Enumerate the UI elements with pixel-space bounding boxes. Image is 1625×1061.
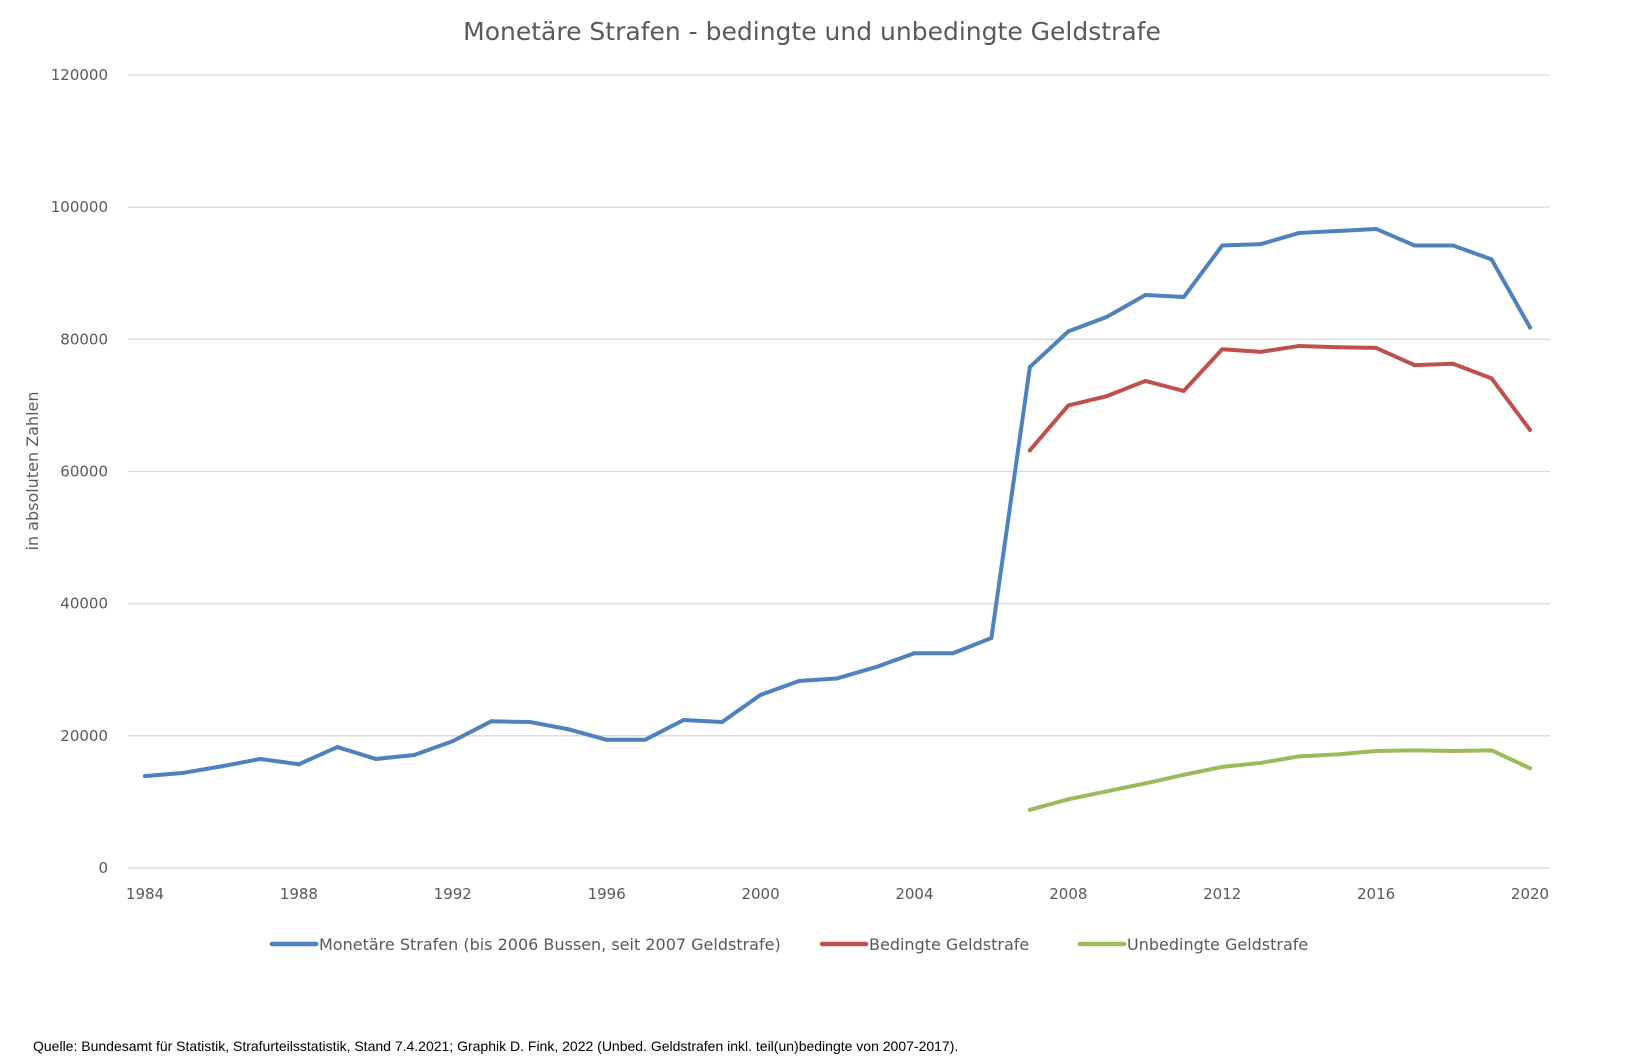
- data-point: [950, 651, 955, 656]
- x-tick-label: 2012: [1203, 885, 1241, 903]
- data-point: [873, 665, 878, 670]
- x-tick-label: 2016: [1357, 885, 1395, 903]
- data-point: [1489, 257, 1494, 262]
- data-point: [758, 692, 763, 697]
- x-tick-label: 1984: [126, 885, 164, 903]
- data-point: [1027, 448, 1032, 453]
- data-point: [835, 676, 840, 681]
- data-point: [643, 737, 648, 742]
- data-point: [181, 770, 186, 775]
- series-line-0: [143, 226, 1532, 779]
- data-point: [1143, 378, 1148, 383]
- x-tick-label: 2008: [1049, 885, 1087, 903]
- data-point: [1451, 749, 1456, 754]
- data-point: [296, 762, 301, 767]
- data-point: [797, 678, 802, 683]
- data-point: [1258, 242, 1263, 247]
- data-point: [1412, 363, 1417, 368]
- data-point: [373, 756, 378, 761]
- y-tick-label: 120000: [51, 66, 108, 84]
- data-point: [1143, 293, 1148, 298]
- data-point: [219, 764, 224, 769]
- data-point: [1104, 394, 1109, 399]
- data-point: [1335, 228, 1340, 233]
- y-tick-label: 20000: [60, 727, 108, 745]
- data-point: [1412, 243, 1417, 248]
- data-point: [412, 752, 417, 757]
- y-tick-label: 100000: [51, 198, 108, 216]
- data-point: [989, 636, 994, 641]
- data-point: [1027, 807, 1032, 812]
- legend-label: Unbedingte Geldstrafe: [1127, 935, 1308, 954]
- y-tick-label: 80000: [60, 330, 108, 348]
- data-point: [1297, 343, 1302, 348]
- legend-label: Monetäre Strafen (bis 2006 Bussen, seit …: [319, 935, 781, 954]
- data-point: [1489, 376, 1494, 381]
- data-point: [1027, 365, 1032, 370]
- data-point: [1412, 748, 1417, 753]
- data-point: [604, 737, 609, 742]
- y-axis-label: in absoluten Zahlen: [23, 391, 42, 550]
- data-point: [720, 719, 725, 724]
- y-tick-label: 0: [98, 859, 108, 877]
- data-point: [1143, 781, 1148, 786]
- data-point: [1451, 361, 1456, 366]
- data-point: [1489, 748, 1494, 753]
- data-point: [1258, 349, 1263, 354]
- data-point: [1258, 760, 1263, 765]
- data-point: [1451, 243, 1456, 248]
- data-point: [1220, 764, 1225, 769]
- x-tick-label: 1996: [588, 885, 626, 903]
- data-point: [1528, 427, 1532, 432]
- data-point: [1374, 345, 1379, 350]
- data-point: [1297, 754, 1302, 759]
- legend-label: Bedingte Geldstrafe: [869, 935, 1029, 954]
- data-point: [1528, 766, 1532, 771]
- x-tick-label: 2004: [895, 885, 933, 903]
- data-point: [1181, 772, 1186, 777]
- data-point: [566, 727, 571, 732]
- series-line-1: [1027, 343, 1532, 453]
- data-point: [1066, 329, 1071, 334]
- data-point: [1220, 347, 1225, 352]
- data-point: [912, 651, 917, 656]
- x-tick-label: 2000: [741, 885, 779, 903]
- data-point: [1066, 403, 1071, 408]
- data-point: [1104, 314, 1109, 319]
- x-tick-label: 2020: [1511, 885, 1549, 903]
- y-tick-label: 60000: [60, 463, 108, 481]
- data-point: [335, 745, 340, 750]
- data-point: [1297, 230, 1302, 235]
- data-point: [1181, 295, 1186, 300]
- data-point: [1181, 388, 1186, 393]
- x-tick-label: 1992: [434, 885, 472, 903]
- data-point: [1335, 752, 1340, 757]
- data-point: [1374, 749, 1379, 754]
- data-point: [1374, 226, 1379, 231]
- data-point: [527, 719, 532, 724]
- data-point: [681, 717, 686, 722]
- data-point: [1528, 325, 1532, 330]
- data-point: [143, 774, 147, 779]
- data-point: [1104, 789, 1109, 794]
- chart-title: Monetäre Strafen - bedingte und unbeding…: [463, 17, 1161, 46]
- y-tick-label: 40000: [60, 595, 108, 613]
- x-tick-label: 1988: [280, 885, 318, 903]
- data-point: [450, 739, 455, 744]
- data-point: [258, 756, 263, 761]
- data-point: [1066, 797, 1071, 802]
- data-point: [489, 719, 494, 724]
- source-note: Quelle: Bundesamt für Statistik, Strafur…: [33, 1038, 959, 1054]
- data-point: [1220, 243, 1225, 248]
- data-point: [1335, 345, 1340, 350]
- series-line-2: [1027, 748, 1532, 812]
